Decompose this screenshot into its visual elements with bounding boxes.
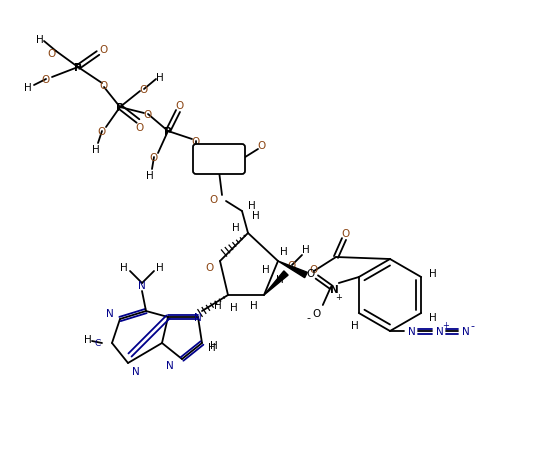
Text: N: N [132, 366, 140, 376]
Text: N: N [138, 281, 146, 290]
Text: O: O [206, 263, 214, 272]
Text: H: H [262, 264, 270, 275]
Text: H: H [276, 275, 284, 284]
Text: H: H [214, 300, 222, 310]
Text: H: H [232, 223, 240, 232]
Text: O: O [140, 85, 148, 95]
Text: +: + [336, 293, 343, 302]
Text: O: O [288, 260, 296, 270]
Text: -: - [470, 320, 474, 330]
Text: N: N [408, 326, 416, 336]
Text: H: H [210, 340, 218, 350]
Text: +: + [443, 321, 450, 330]
Text: N: N [106, 308, 114, 319]
Text: H: H [230, 302, 238, 313]
Text: H: H [248, 200, 256, 211]
Text: H: H [120, 263, 128, 272]
Text: O: O [307, 269, 315, 278]
Text: H: H [146, 171, 154, 181]
Text: N: N [194, 313, 202, 322]
Text: O: O [48, 49, 56, 59]
Text: O: O [258, 141, 266, 150]
Text: O: O [144, 110, 152, 120]
Text: O: O [312, 308, 321, 319]
Text: Abs: Abs [207, 153, 231, 166]
Text: P: P [74, 63, 82, 73]
Polygon shape [264, 271, 288, 295]
Text: H: H [84, 334, 92, 344]
Text: H: H [24, 83, 32, 93]
Text: O: O [100, 45, 108, 55]
Text: O: O [150, 153, 158, 163]
Text: -: - [307, 313, 311, 322]
Text: N: N [166, 360, 174, 370]
Text: H: H [252, 211, 260, 220]
Text: O: O [42, 75, 50, 85]
Polygon shape [278, 262, 307, 278]
Text: O: O [136, 123, 144, 133]
Text: H: H [351, 320, 359, 330]
Text: O: O [100, 81, 108, 91]
Text: N: N [331, 284, 339, 294]
Text: H: H [280, 246, 288, 257]
Text: H: H [92, 144, 100, 155]
Text: P: P [164, 127, 172, 137]
Text: C: C [95, 339, 101, 348]
Text: O: O [98, 127, 106, 137]
FancyBboxPatch shape [193, 144, 245, 175]
Text: H: H [250, 300, 258, 310]
Text: O: O [210, 194, 218, 205]
Text: H: H [429, 269, 437, 278]
Text: H: H [302, 244, 310, 255]
Text: O: O [342, 229, 350, 238]
Text: P: P [116, 103, 124, 113]
Text: H: H [429, 313, 437, 322]
Text: O: O [192, 137, 200, 147]
Text: O: O [176, 101, 184, 111]
Text: N: N [436, 326, 444, 336]
Text: H: H [156, 263, 164, 272]
Text: O: O [310, 264, 318, 275]
Text: N: N [462, 326, 470, 336]
Text: H: H [208, 342, 216, 352]
Text: H: H [36, 35, 44, 45]
Text: H: H [156, 73, 164, 83]
